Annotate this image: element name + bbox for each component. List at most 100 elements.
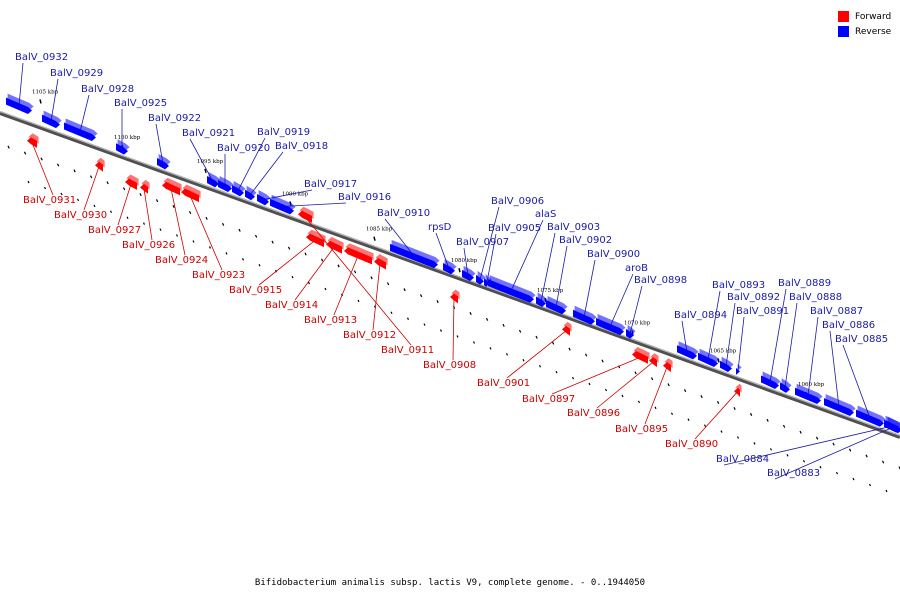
gene-label-balv-0891: BalV_0891 bbox=[736, 306, 789, 317]
legend-label-forward: Forward bbox=[855, 11, 892, 22]
scale-mark-label: 1090 kbp bbox=[282, 191, 309, 197]
gene-label-balv-0895: BalV_0895 bbox=[615, 424, 668, 435]
gene-arrow-balv-0887 bbox=[795, 383, 823, 405]
legend: Forward Reverse bbox=[838, 9, 891, 39]
gene-label-balv-0905: BalV_0905 bbox=[488, 223, 541, 234]
gene-arrow-balv-0891 bbox=[736, 362, 742, 375]
gene-arrow-balv-0919 bbox=[232, 181, 246, 197]
gene-label-balv-0888: BalV_0888 bbox=[789, 292, 842, 303]
gene-label-balv-0900: BalV_0900 bbox=[587, 249, 640, 260]
gene-arrow-balv-0888 bbox=[780, 378, 792, 393]
gene-label-balv-0884: BalV_0884 bbox=[716, 454, 769, 465]
gene-label-balv-0917: BalV_0917 bbox=[304, 179, 357, 190]
gene-arrow-balv-0917 bbox=[257, 190, 271, 206]
gene-label-balv-0889: BalV_0889 bbox=[778, 278, 831, 289]
gene-label-rpsd: rpsD bbox=[428, 222, 452, 233]
genome-axis bbox=[0, 110, 900, 439]
gene-arrow-balv-0898 bbox=[626, 324, 636, 339]
gene-arrow-alas bbox=[488, 275, 536, 303]
gene-label-balv-0906: BalV_0906 bbox=[491, 196, 544, 207]
gene-arrow-balv-0883 bbox=[886, 416, 900, 434]
minor-ticks bbox=[7, 145, 900, 493]
reverse-swatch bbox=[838, 26, 849, 37]
gene-arrow-balv-0906 bbox=[476, 270, 486, 285]
gene-arrow-balv-0930 bbox=[95, 157, 105, 172]
gene-arrow-balv-0901 bbox=[562, 321, 572, 336]
gene-label-balv-0894: BalV_0894 bbox=[674, 310, 727, 321]
gene-arrow-balv-0929 bbox=[42, 110, 62, 129]
gene-label-balv-0898: BalV_0898 bbox=[634, 275, 687, 286]
scale-mark-label: 1065 kbp bbox=[710, 348, 737, 354]
gene-label-balv-0932: BalV_0932 bbox=[15, 52, 68, 63]
gene-label-balv-0892: BalV_0892 bbox=[727, 292, 780, 303]
gene-label-balv-0908: BalV_0908 bbox=[423, 360, 476, 371]
gene-arrow-balv-0921 bbox=[207, 172, 221, 188]
scale-mark-label: 1075 kbp bbox=[537, 288, 564, 294]
gene-arrow-balv-0920 bbox=[218, 175, 234, 193]
gene-arrow-balv-0931 bbox=[27, 133, 39, 148]
gene-label-balv-0922: BalV_0922 bbox=[148, 113, 201, 124]
gene-label-balv-0924: BalV_0924 bbox=[155, 255, 208, 266]
gene-label-arob: aroB bbox=[625, 263, 648, 274]
gene-arrow-balv-0908 bbox=[450, 289, 460, 304]
gene-arrow-rpsd bbox=[443, 258, 457, 275]
gene-label-balv-0883: BalV_0883 bbox=[767, 468, 820, 479]
gene-arrow-balv-0926 bbox=[140, 179, 150, 194]
scale-mark-label: 1105 kbp bbox=[32, 89, 59, 95]
gene-label-balv-0890: BalV_0890 bbox=[665, 439, 718, 450]
gene-arrows bbox=[6, 93, 900, 434]
gene-label-balv-0885: BalV_0885 bbox=[835, 334, 888, 345]
gene-label-balv-0913: BalV_0913 bbox=[304, 315, 357, 326]
gene-label-balv-0918: BalV_0918 bbox=[275, 141, 328, 152]
gene-label-balv-0903: BalV_0903 bbox=[547, 222, 600, 233]
gene-arrow-balv-0928 bbox=[64, 118, 98, 142]
gene-arrow-balv-0895 bbox=[663, 358, 673, 373]
gene-arrow-balv-0922 bbox=[157, 154, 171, 170]
gene-arrow-balv-0902 bbox=[546, 296, 568, 315]
gene-label-balv-0929: BalV_0929 bbox=[50, 68, 103, 79]
gene-label-balv-0916: BalV_0916 bbox=[338, 192, 391, 203]
scale-mark-label: 1100 kbp bbox=[114, 135, 141, 141]
gene-label-balv-0928: BalV_0928 bbox=[81, 84, 134, 95]
gene-label-balv-0886: BalV_0886 bbox=[822, 320, 875, 331]
gene-label-balv-0910: BalV_0910 bbox=[377, 208, 430, 219]
gene-arrow-balv-0927 bbox=[125, 174, 139, 190]
gene-arrow-balv-0889 bbox=[761, 371, 781, 389]
gene-arrow-balv-0914 bbox=[326, 236, 344, 254]
gene-label-balv-0893: BalV_0893 bbox=[712, 280, 765, 291]
gene-arrow-balv-0886 bbox=[824, 394, 856, 416]
gene-arrow-balv-0911 bbox=[298, 206, 314, 223]
gene-label-balv-0931: BalV_0931 bbox=[23, 195, 76, 206]
gene-label-balv-0915: BalV_0915 bbox=[229, 285, 282, 296]
gene-label-balv-0921: BalV_0921 bbox=[182, 128, 235, 139]
gene-arrow-balv-0913 bbox=[344, 243, 374, 265]
gene-arrow-balv-0912 bbox=[374, 254, 388, 270]
gene-arrow-balv-0918 bbox=[245, 185, 257, 201]
gene-label-balv-0887: BalV_0887 bbox=[810, 306, 863, 317]
scale-mark-label: 1085 kbp bbox=[366, 227, 393, 233]
gene-arrow-balv-0893 bbox=[698, 348, 720, 367]
label-leaders bbox=[18, 62, 895, 480]
gene-label-balv-0919: BalV_0919 bbox=[257, 127, 310, 138]
gene-label-balv-0912: BalV_0912 bbox=[343, 330, 396, 341]
map-caption: Bifidobacterium animalis subsp. lactis V… bbox=[254, 578, 646, 588]
gene-arrow-balv-0915 bbox=[306, 229, 326, 248]
gene-arrow-balv-0892 bbox=[720, 356, 734, 373]
scale-mark-label: 1095 kbp bbox=[197, 159, 224, 165]
gene-arrow-balv-0910 bbox=[390, 239, 440, 269]
gene-arrow-balv-0894 bbox=[677, 341, 699, 360]
gene-label-balv-0902: BalV_0902 bbox=[559, 235, 612, 246]
gene-arrow-arob bbox=[596, 314, 626, 336]
gene-label-balv-0930: BalV_0930 bbox=[54, 210, 107, 221]
gene-label-balv-0923: BalV_0923 bbox=[192, 270, 245, 281]
gene-label-balv-0897: BalV_0897 bbox=[522, 394, 575, 405]
scale-mark-label: 1060 kbp bbox=[798, 382, 825, 388]
gene-arrow-balv-0907 bbox=[462, 265, 476, 282]
gene-label-balv-0907: BalV_0907 bbox=[456, 237, 509, 248]
gene-label-balv-0926: BalV_0926 bbox=[122, 240, 175, 251]
gene-label-alas: alaS bbox=[535, 209, 556, 220]
gene-label-balv-0925: BalV_0925 bbox=[114, 98, 167, 109]
gene-arrow-balv-0925 bbox=[116, 139, 130, 155]
gene-label-balv-0911: BalV_0911 bbox=[381, 345, 434, 356]
